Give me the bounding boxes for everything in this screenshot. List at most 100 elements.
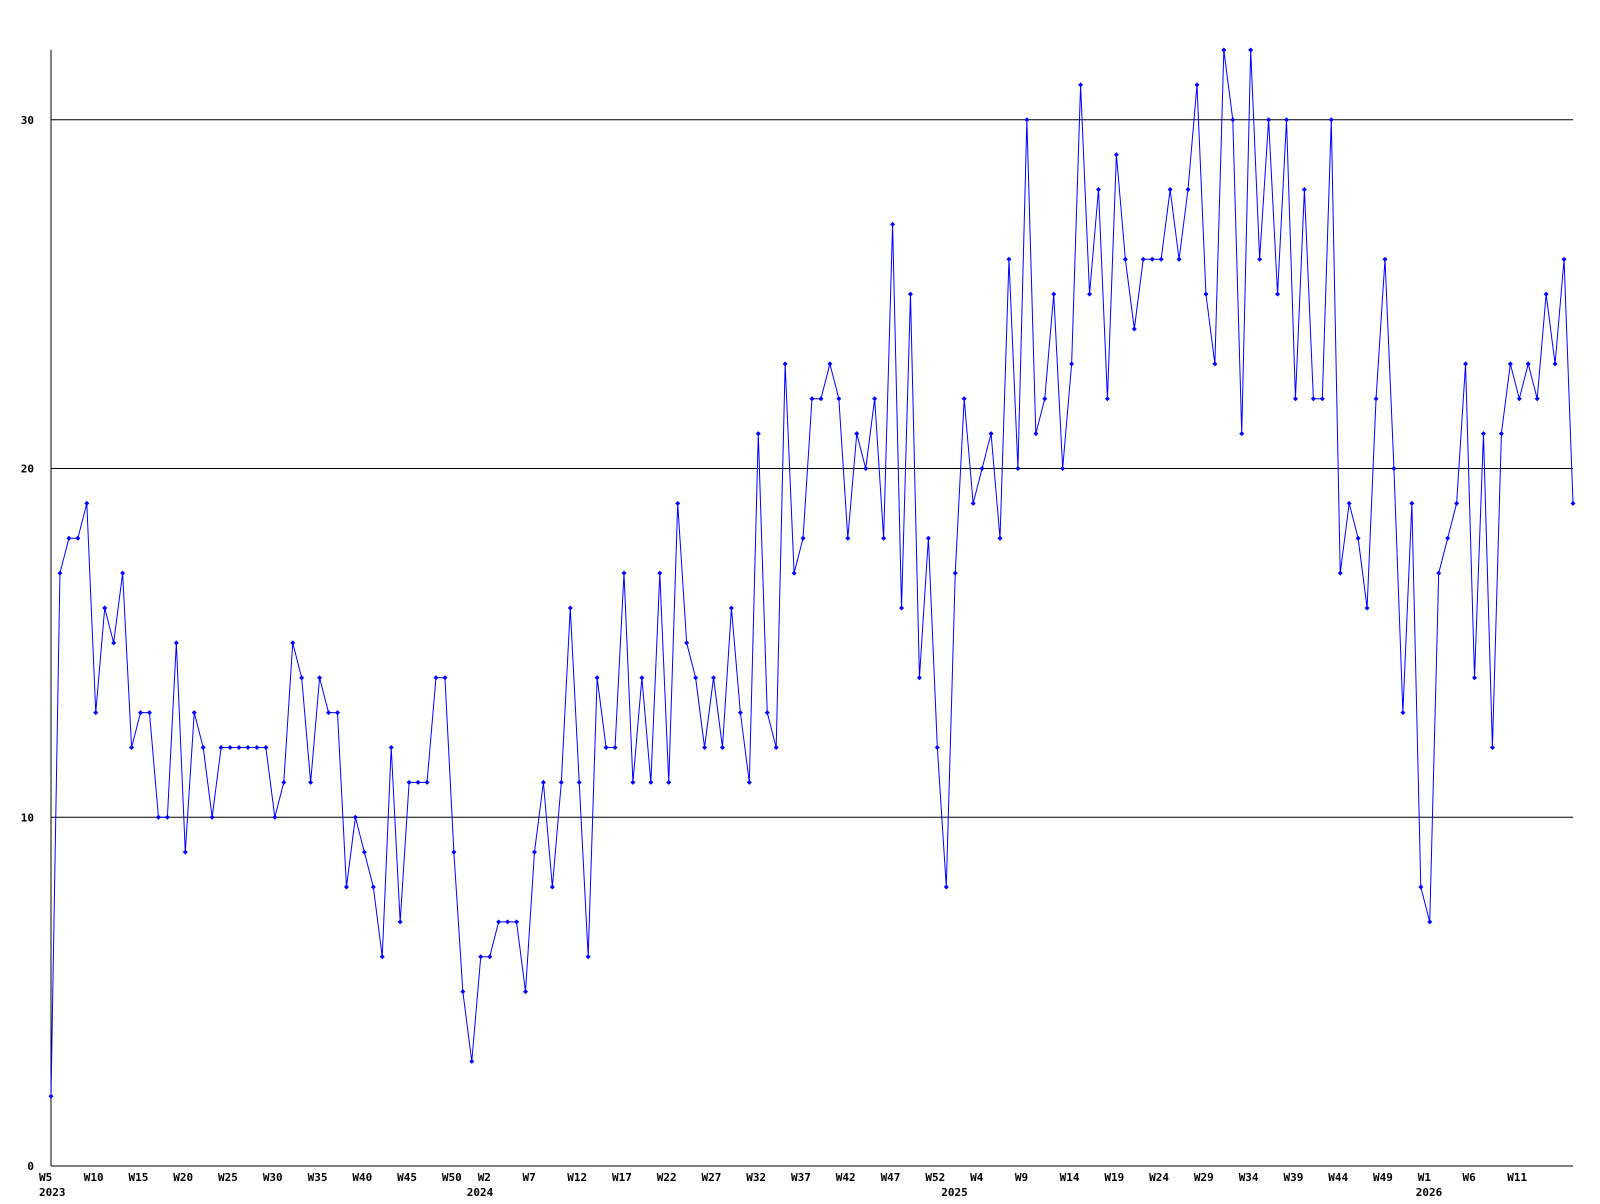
- data-point: [182, 849, 188, 855]
- data-point: [308, 779, 314, 785]
- data-point: [881, 535, 887, 541]
- x-tick-label: W20: [173, 1171, 193, 1184]
- data-point: [1552, 361, 1558, 367]
- data-point: [93, 710, 99, 716]
- data-point: [460, 989, 466, 995]
- x-tick-label: W5: [39, 1171, 52, 1184]
- data-point: [1266, 117, 1272, 123]
- data-point: [621, 570, 627, 576]
- data-point: [1319, 396, 1325, 402]
- x-tick-label: W22: [657, 1171, 677, 1184]
- y-tick-label: 20: [21, 463, 34, 476]
- data-point: [1292, 396, 1298, 402]
- data-point: [227, 745, 233, 750]
- data-point: [218, 745, 224, 750]
- data-point: [102, 605, 108, 611]
- data-point: [997, 535, 1003, 541]
- x-tick-label: W32: [746, 1171, 766, 1184]
- data-point: [907, 291, 913, 297]
- data-point: [1140, 256, 1146, 262]
- data-point: [1570, 500, 1576, 506]
- data-point: [1122, 256, 1128, 262]
- data-point: [728, 605, 734, 611]
- data-point: [872, 396, 878, 402]
- data-point: [1364, 605, 1370, 611]
- year-label: 2026: [1416, 1186, 1443, 1199]
- data-point: [343, 884, 349, 890]
- data-point: [1221, 47, 1227, 53]
- data-point: [317, 675, 323, 681]
- data-point: [702, 745, 708, 750]
- x-tick-label: W12: [567, 1171, 587, 1184]
- data-point: [1042, 396, 1048, 402]
- data-point: [469, 1058, 475, 1064]
- x-tick-label: W50: [442, 1171, 462, 1184]
- data-point: [66, 535, 72, 541]
- data-point: [899, 605, 905, 611]
- data-point: [1095, 187, 1101, 192]
- x-tick-label: W37: [791, 1171, 811, 1184]
- x-tick-label: W14: [1060, 1171, 1080, 1184]
- data-point: [263, 745, 269, 750]
- data-point: [451, 849, 457, 855]
- data-point: [1069, 361, 1075, 367]
- data-point: [863, 466, 869, 471]
- data-point: [1534, 396, 1540, 402]
- data-point: [1301, 187, 1307, 192]
- data-point: [352, 814, 358, 820]
- data-point: [1445, 535, 1451, 541]
- data-point: [388, 745, 394, 750]
- data-point: [1149, 256, 1155, 262]
- data-point: [1355, 535, 1361, 541]
- data-point: [1561, 256, 1567, 262]
- series: [48, 47, 1576, 1099]
- x-tick-label: W29: [1194, 1171, 1214, 1184]
- data-point: [711, 675, 717, 681]
- data-point: [1391, 466, 1397, 471]
- x-tick-label: W11: [1507, 1171, 1527, 1184]
- data-point: [1310, 396, 1316, 402]
- x-tick-label: W40: [352, 1171, 372, 1184]
- data-point: [603, 745, 609, 750]
- data-point: [281, 779, 287, 785]
- data-point: [1113, 152, 1119, 158]
- data-point: [111, 640, 117, 646]
- series-line: [50, 49, 1574, 1097]
- data-point: [1454, 500, 1460, 506]
- data-point: [146, 710, 152, 716]
- data-point: [746, 779, 752, 785]
- data-point: [1489, 745, 1495, 750]
- x-tick-label: W2: [478, 1171, 491, 1184]
- data-point: [245, 745, 251, 750]
- data-point: [1346, 500, 1352, 506]
- data-point: [1185, 187, 1191, 192]
- x-tick-label: W9: [1015, 1171, 1028, 1184]
- x-tick-label: W49: [1373, 1171, 1393, 1184]
- data-point: [782, 361, 788, 367]
- data-point: [433, 675, 439, 681]
- x-tick-label: W24: [1149, 1171, 1169, 1184]
- data-point: [836, 396, 842, 402]
- data-point: [1463, 361, 1469, 367]
- year-labels: 2023 2024 2025 2026: [39, 1186, 1443, 1199]
- data-point: [1230, 117, 1236, 123]
- data-point: [675, 500, 681, 506]
- data-point: [1382, 256, 1388, 262]
- data-point: [1257, 256, 1263, 262]
- data-point: [818, 396, 824, 402]
- data-point: [326, 710, 332, 716]
- data-point: [943, 884, 949, 890]
- data-point: [890, 221, 896, 227]
- data-point: [970, 500, 976, 506]
- data-point: [1087, 291, 1093, 297]
- x-tick-label: W4: [970, 1171, 984, 1184]
- data-point: [1328, 117, 1334, 123]
- data-point: [514, 919, 520, 925]
- data-point: [800, 535, 806, 541]
- x-tick-label: W15: [129, 1171, 149, 1184]
- data-point: [1275, 291, 1281, 297]
- data-point: [755, 431, 761, 437]
- data-point: [531, 849, 537, 855]
- data-point: [1203, 291, 1209, 297]
- data-point: [639, 675, 645, 681]
